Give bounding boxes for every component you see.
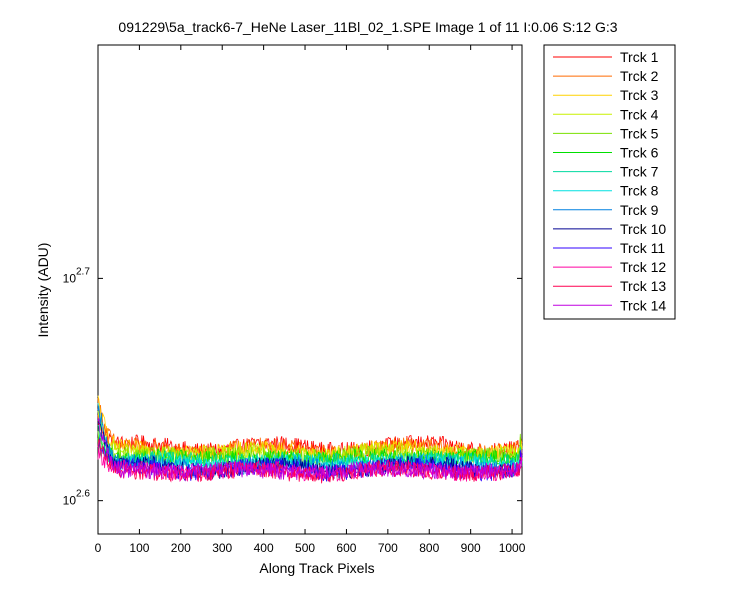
y-axis-label: Intensity (ADU) xyxy=(35,243,51,338)
legend-label-3: Trck 3 xyxy=(620,87,659,103)
plot-area: 0 100 200 300 400 500 600 700 800 900 1000 10 2.610… xyxy=(63,44,526,555)
x-axis-ticks: 0 100 200 300 400 500 600 700 800 900 1000 xyxy=(95,45,526,555)
x-axis-label: Along Track Pixels xyxy=(259,560,374,576)
x-tick-label: 600 xyxy=(336,541,356,555)
series-line-14 xyxy=(97,418,523,481)
x-tick-label: 400 xyxy=(254,541,274,555)
x-tick-label: 300 xyxy=(212,541,232,555)
chart-title: 091229\5a_track6-7_HeNe Laser_11Bl_02_1.… xyxy=(118,19,617,35)
legend-label-9: Trck 9 xyxy=(620,202,659,218)
x-tick-label: 800 xyxy=(419,541,439,555)
legend-label-6: Trck 6 xyxy=(620,145,659,161)
legend-label-2: Trck 2 xyxy=(620,68,659,84)
x-tick-label: 100 xyxy=(129,541,149,555)
legend-label-7: Trck 7 xyxy=(620,164,659,180)
y-axis-ticks: 10 2.610 2.7 xyxy=(63,266,522,508)
x-tick-label: 200 xyxy=(171,541,191,555)
y-tick-label-exponent: 2.7 xyxy=(76,266,90,277)
legend-label-5: Trck 5 xyxy=(620,125,659,141)
legend-label-12: Trck 12 xyxy=(620,259,666,275)
y-tick-label-exponent: 2.6 xyxy=(76,489,90,500)
series-layer xyxy=(97,395,523,484)
y-tick-label-base: 10 xyxy=(63,271,77,285)
y-tick-label-base: 10 xyxy=(63,494,77,508)
legend-label-11: Trck 11 xyxy=(620,240,665,256)
x-tick-label: 900 xyxy=(461,541,481,555)
legend-items: Trck 1 Trck 2 Trck 3 Trck 4 Trck 5 Trck 6 Trck… xyxy=(553,49,666,313)
x-tick-label: 1000 xyxy=(499,541,526,555)
legend: Trck 1 Trck 2 Trck 3 Trck 4 Trck 5 Trck 6 Trck… xyxy=(543,44,676,320)
legend-box xyxy=(543,44,676,320)
legend-label-8: Trck 8 xyxy=(620,183,659,199)
legend-label-14: Trck 14 xyxy=(620,297,666,313)
series-line-4 xyxy=(97,410,523,466)
legend-label-4: Trck 4 xyxy=(620,106,659,122)
x-tick-label: 500 xyxy=(295,541,315,555)
legend-label-1: Trck 1 xyxy=(620,49,659,65)
legend-label-13: Trck 13 xyxy=(620,278,666,294)
x-tick-label: 700 xyxy=(378,541,398,555)
legend-label-10: Trck 10 xyxy=(620,221,666,237)
x-tick-label: 0 xyxy=(95,541,102,555)
